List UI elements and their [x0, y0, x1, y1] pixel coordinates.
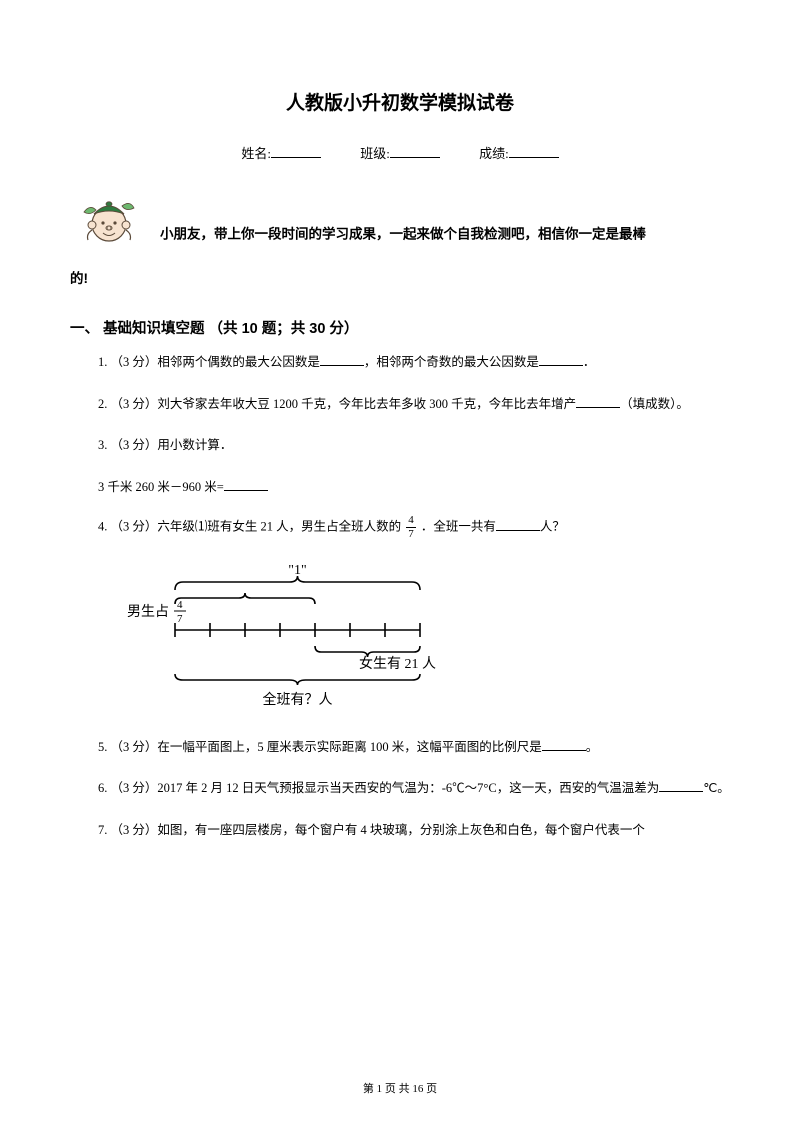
intro-text-1: 小朋友，带上你一段时间的学习成果，一起来做个自我检测吧，相信你一定是最棒 — [160, 227, 646, 242]
question-3: 3. （3 分）用小数计算． — [98, 435, 730, 456]
q1-text-a: 1. （3 分）相邻两个偶数的最大公因数是 — [98, 355, 320, 369]
question-5: 5. （3 分）在一幅平面图上，5 厘米表示实际距离 100 米，这幅平面图的比… — [98, 737, 730, 758]
q3-sub-text: 3 千米 260 米－960 米= — [98, 480, 224, 494]
footer-a: 第 — [363, 1083, 377, 1095]
avatar-icon — [80, 194, 138, 251]
q4-blank — [496, 517, 540, 531]
q2-text-b: （填成数）。 — [620, 397, 689, 411]
name-label: 姓名: — [241, 146, 271, 161]
svg-text:女生有 21 人: 女生有 21 人 — [359, 655, 436, 672]
q1-blank-1 — [320, 352, 364, 366]
fraction-icon: 47 — [406, 515, 416, 540]
svg-text:男生占: 男生占 — [127, 604, 169, 620]
q4-text-b: ．全班一共有 — [418, 520, 496, 534]
page-footer: 第 1 页 共 16 页 — [0, 1080, 800, 1096]
class-label: 班级: — [360, 146, 390, 161]
q4-frac-den: 7 — [406, 528, 416, 540]
q4-text-c: 人？ — [540, 520, 565, 534]
page: 人教版小升初数学模拟试卷 姓名: 班级: 成绩: 小朋友，带上你一段时间的学习成… — [0, 0, 800, 881]
svg-text:全班有？人: 全班有？人 — [263, 691, 333, 708]
q4-diagram: "1" 男生占 4 7 女生有 21 人全班有？人 — [120, 560, 730, 715]
info-line: 姓名: 班级: 成绩: — [70, 143, 730, 162]
footer-total: 16 — [412, 1083, 423, 1095]
page-title: 人教版小升初数学模拟试卷 — [70, 88, 730, 115]
q5-text-a: 5. （3 分）在一幅平面图上，5 厘米表示实际距离 100 米，这幅平面图的比… — [98, 740, 542, 754]
q6-text-a: 6. （3 分）2017 年 2 月 12 日天气预报显示当天西安的气温为：-6… — [98, 781, 659, 795]
intro-row: 小朋友，带上你一段时间的学习成果，一起来做个自我检测吧，相信你一定是最棒 — [70, 194, 730, 251]
footer-c: 页 — [423, 1083, 437, 1095]
q2-text-a: 2. （3 分）刘大爷家去年收大豆 1200 千克，今年比去年多收 300 千克… — [98, 397, 576, 411]
score-blank — [509, 144, 559, 158]
question-6: 6. （3 分）2017 年 2 月 12 日天气预报显示当天西安的气温为：-6… — [98, 778, 730, 799]
svg-text:7: 7 — [177, 613, 183, 625]
q1-text-c: ． — [583, 355, 596, 369]
question-1: 1. （3 分）相邻两个偶数的最大公因数是 ，相邻两个奇数的最大公因数是 ． — [98, 352, 730, 373]
q5-text-b: 。 — [586, 740, 599, 754]
q5-blank — [542, 737, 586, 751]
q2-blank — [576, 394, 620, 408]
q1-text-b: ，相邻两个奇数的最大公因数是 — [364, 355, 539, 369]
question-2: 2. （3 分）刘大爷家去年收大豆 1200 千克，今年比去年多收 300 千克… — [98, 394, 730, 415]
class-blank — [390, 144, 440, 158]
q3-blank — [224, 477, 268, 491]
score-label: 成绩: — [479, 146, 509, 161]
svg-text:4: 4 — [177, 599, 183, 611]
question-3-sub: 3 千米 260 米－960 米= — [98, 476, 730, 495]
name-blank — [271, 144, 321, 158]
question-4: 4. （3 分）六年级⑴班有女生 21 人，男生占全班人数的 47 ．全班一共有… — [98, 515, 730, 540]
intro-text-2: 的! — [70, 263, 730, 295]
svg-text:"1": "1" — [288, 563, 306, 578]
footer-b: 页 共 — [382, 1083, 412, 1095]
section-heading-1: 一、 基础知识填空题 （共 10 题；共 30 分） — [70, 317, 730, 338]
q1-blank-2 — [539, 352, 583, 366]
q4-text-a: 4. （3 分）六年级⑴班有女生 21 人，男生占全班人数的 — [98, 520, 404, 534]
question-7: 7. （3 分）如图，有一座四层楼房，每个窗户有 4 块玻璃，分别涂上灰色和白色… — [98, 820, 730, 841]
q6-text-b: ℃。 — [703, 781, 730, 795]
q4-frac-num: 4 — [406, 515, 416, 528]
q6-blank — [659, 778, 703, 792]
